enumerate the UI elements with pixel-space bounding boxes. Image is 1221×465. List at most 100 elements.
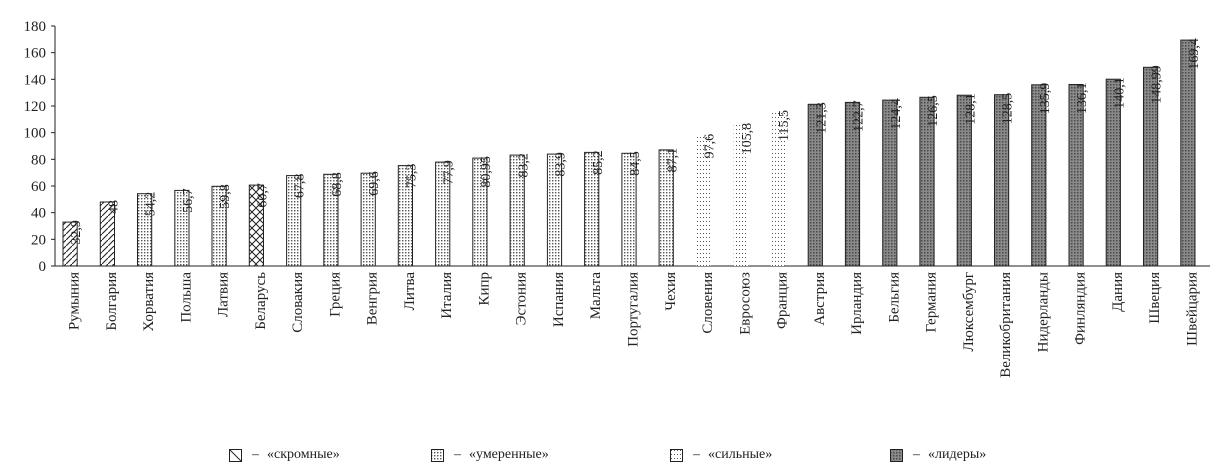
x-tick-label-Великобритания: Великобритания	[998, 272, 1014, 378]
bar-value-label: 97,6	[703, 134, 718, 159]
bar-Нидерланды	[1031, 84, 1047, 267]
bar-Латвия	[211, 185, 227, 267]
legend-dash: –	[913, 447, 920, 462]
y-tick-label: 100	[24, 126, 47, 142]
bar-value-label: 87,1	[665, 148, 680, 173]
bar-value-label: 140,1	[1112, 77, 1127, 109]
bar-value-label: 83,2	[516, 153, 531, 178]
bar-value-label: 60,7	[256, 183, 271, 208]
x-tick-label-Испания: Испания	[551, 272, 567, 327]
bar-Португалия	[621, 152, 637, 267]
x-tick-label-Ирландия: Ирландия	[849, 272, 865, 335]
bars	[62, 39, 1196, 267]
bar-value-label: 32,9	[69, 220, 84, 245]
x-tick-label-Италия: Италия	[439, 272, 455, 319]
x-tick-label-Литва: Литва	[402, 272, 418, 311]
legend-label-silnye: «сильные»	[708, 447, 773, 462]
bar-Великобритания	[994, 94, 1010, 267]
y-tick-label: 60	[31, 179, 46, 195]
bar-value-label: 169,4	[1187, 38, 1202, 70]
x-tick-label-Латвия: Латвия	[216, 272, 232, 317]
bar-Дания	[1105, 78, 1121, 267]
legend-label-umerennye: «умеренные»	[469, 447, 549, 462]
legend-dash: –	[454, 447, 461, 462]
bar-value-label: 121,3	[814, 102, 829, 134]
y-tick-label: 40	[31, 206, 46, 222]
bar-value-label: 68,8	[330, 172, 345, 197]
legend: – «скромные» – «умеренные» – «сильные» –…	[0, 446, 1221, 464]
x-tick-label-Евросоюз: Евросоюз	[737, 272, 753, 335]
x-tick-label-Дания: Дания	[1110, 272, 1126, 312]
legend-dash: –	[693, 447, 700, 462]
legend-item-silnye: – «сильные»	[670, 446, 772, 464]
legend-item-lidery: – «лидеры»	[890, 446, 986, 464]
bar-Хорватия	[137, 193, 153, 267]
bar-Франция	[770, 112, 786, 266]
bar-value-label: 122,7	[852, 100, 867, 131]
bar-Бельгия	[882, 99, 898, 267]
bar-Словакия	[286, 175, 302, 267]
bar-value-label: 56,7	[181, 188, 196, 213]
bar-Литва	[397, 165, 413, 267]
bar-Болгария	[99, 201, 116, 267]
bar-Швеция	[1143, 66, 1159, 267]
x-tick-label-Бельгия: Бельгия	[886, 272, 902, 323]
legend-item-umerennye: – «умеренные»	[431, 446, 549, 464]
x-tick-label-Болгария: Болгария	[104, 272, 120, 331]
x-tick-label-Нидерланды: Нидерланды	[1035, 272, 1051, 352]
bar-value-label: 128,5	[1001, 93, 1016, 125]
bar-value-label: 84,5	[628, 151, 643, 176]
x-tick-label-Хорватия: Хорватия	[141, 272, 157, 332]
bar-Германия	[919, 96, 935, 267]
legend-swatch-lidery-icon	[890, 448, 903, 462]
x-tick-label-Чехия: Чехия	[663, 272, 679, 311]
bar-Польша	[174, 189, 190, 267]
x-tick-label-Люксембург: Люксембург	[961, 272, 977, 352]
x-tick-label-Польша: Польша	[178, 272, 194, 323]
bar-value-label: 80,95	[479, 156, 494, 188]
bar-Эстония	[509, 154, 525, 267]
x-tick-label-Словакия: Словакия	[290, 272, 306, 333]
y-tick-label: 180	[24, 19, 47, 35]
x-tick-label-Швейцария: Швейцария	[1184, 272, 1200, 346]
x-tick-label-Франция: Франция	[775, 272, 791, 329]
x-tick-label-Мальта: Мальта	[588, 272, 604, 320]
x-tick-label-Беларусь: Беларусь	[253, 272, 269, 330]
bar-value-label: 67,8	[293, 174, 308, 199]
bar-value-label: 83,9	[554, 152, 569, 177]
bar-value-label: 54,2	[144, 192, 159, 217]
x-tick-label-Греция: Греция	[327, 272, 343, 317]
x-tick-label-Эстония: Эстония	[514, 272, 530, 325]
bar-value-label: 124,4	[889, 98, 904, 130]
y-axis-ticks: 0 20 40 60 80 100 120 140 160 180	[24, 19, 55, 275]
x-tick-label-Швеция: Швеция	[1147, 272, 1163, 324]
bar-value-label: 126,5	[926, 95, 941, 127]
bar-Греция	[323, 173, 339, 267]
bar-Швейцария	[1180, 39, 1196, 267]
bar-value-label: 59,8	[218, 184, 233, 209]
x-tick-label-Словения: Словения	[700, 272, 716, 334]
legend-swatch-silnye-icon	[670, 448, 683, 462]
bar-Италия	[435, 161, 451, 267]
legend-dash: –	[252, 447, 259, 462]
x-tick-label-Румыния: Румыния	[67, 272, 83, 330]
y-tick-label: 160	[24, 46, 47, 62]
bar-value-label: 77,9	[442, 160, 457, 185]
bar-value-label: 105,8	[740, 123, 755, 154]
bar-Румыния	[62, 221, 78, 267]
x-tick-label-Кипр: Кипр	[477, 272, 493, 306]
bar-chart: 0 20 40 60 80 100 120 140 160 180 32,9 48 54,2 56,7 5…	[24, 19, 1210, 378]
bar-Кипр	[472, 157, 488, 267]
x-tick-label-Австрия: Австрия	[812, 272, 828, 326]
y-tick-label: 80	[31, 152, 46, 168]
bar-Венгрия	[360, 172, 376, 267]
bar-value-label: 148,99	[1150, 65, 1165, 104]
x-tick-label-Финляндия: Финляндия	[1073, 272, 1089, 345]
bar-Австрия	[807, 103, 823, 267]
bar-value-label: 136,1	[1075, 83, 1090, 115]
bar-Словения	[696, 135, 711, 266]
y-tick-label: 120	[24, 99, 47, 115]
bar-Мальта	[584, 151, 600, 267]
legend-label-skromnye: «скромные»	[267, 447, 340, 462]
legend-label-lidery: «лидеры»	[928, 447, 987, 462]
